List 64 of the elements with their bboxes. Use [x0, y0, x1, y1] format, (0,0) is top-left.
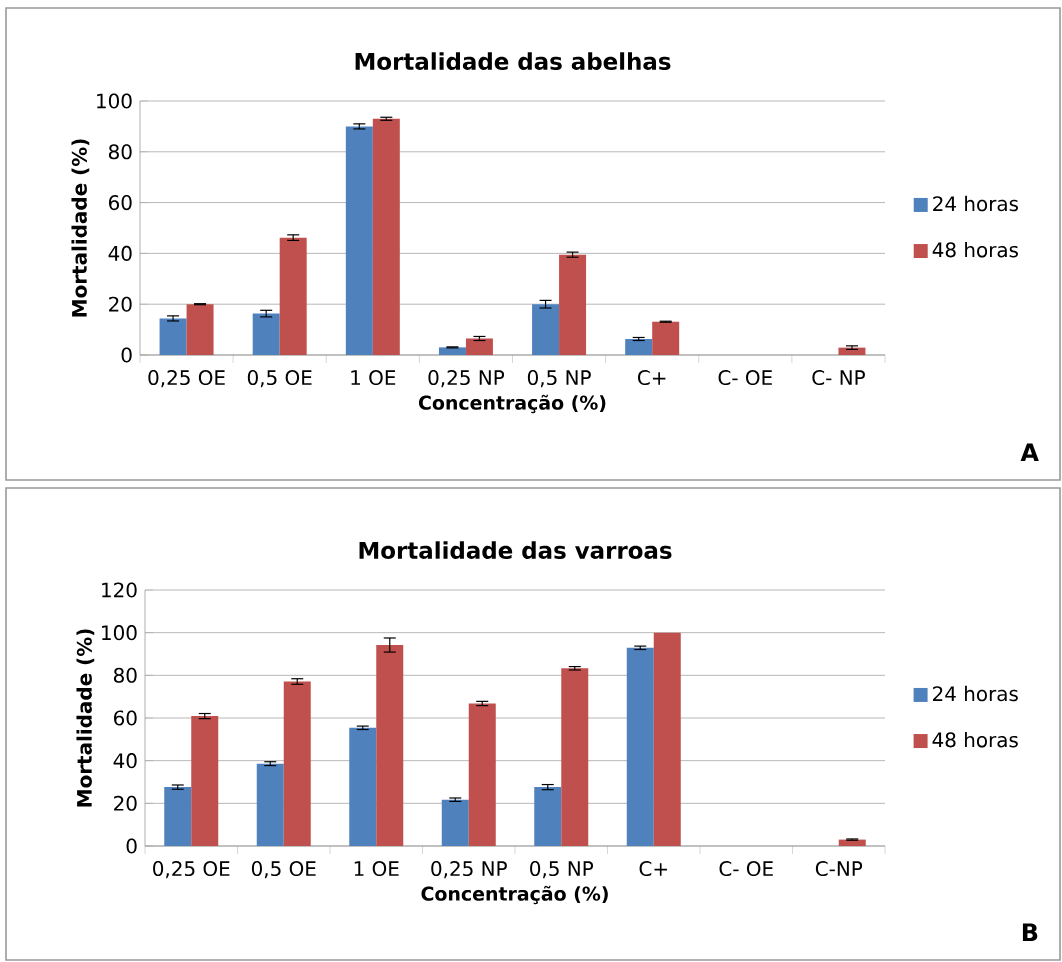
y-axis-title: Mortalidade (%) [76, 629, 95, 807]
x-tick-label: C- NP [812, 370, 865, 386]
y-tick-label: 20 [114, 795, 137, 811]
bar [465, 338, 493, 355]
bar [376, 645, 404, 846]
chart-title: Mortalidade das abelhas [355, 52, 671, 70]
y-tick-label: 60 [114, 710, 137, 726]
x-tick-label: 0,5 NP [530, 861, 594, 879]
y-tick-label: 80 [113, 667, 137, 683]
y-tick-label: 0 [126, 838, 137, 854]
bar [653, 632, 681, 846]
text: A [1020, 443, 1039, 461]
text: B [1022, 923, 1038, 941]
legend-label: 48 horas [932, 241, 1019, 258]
bar [186, 304, 214, 355]
bar [279, 237, 307, 355]
y-tick-label: 100 [102, 625, 137, 641]
bar [532, 304, 560, 355]
bar [164, 787, 192, 846]
x-tick-label: C+ [638, 370, 666, 386]
y-tick-label: 0 [121, 347, 132, 363]
bar [441, 799, 469, 846]
legend-label: 24 horas [933, 195, 1019, 212]
x-tick-label: 0,5 NP [527, 370, 591, 388]
x-tick-label: 0,25 OE [153, 861, 230, 879]
legend-label: 24 horas [933, 685, 1018, 702]
bar [626, 647, 654, 846]
x-tick-label: 0,25 NP [428, 370, 505, 388]
bar [559, 254, 587, 355]
y-tick-label: 40 [113, 753, 137, 769]
y-tick-label: 20 [109, 296, 132, 312]
bar [256, 763, 284, 846]
x-axis-title: Concentração (%) [421, 885, 608, 905]
bar [345, 126, 373, 355]
bar [283, 681, 311, 846]
legend-label: 48 horas [932, 731, 1018, 748]
bar [534, 787, 562, 846]
x-tick-label: 0,5 OE [247, 370, 312, 388]
y-tick-label: 60 [109, 195, 132, 211]
y-axis-title: Mortalidade (%) [71, 139, 90, 317]
x-tick-label: 0,25 OE [148, 370, 225, 388]
x-axis-title: Concentração (%) [418, 394, 606, 414]
x-tick-label: C- OE [719, 861, 773, 877]
y-tick-label: 80 [108, 144, 132, 160]
bar [625, 338, 653, 355]
chart-title: Mortalidade das varroas [359, 541, 672, 559]
x-tick-label: 0,25 NP [431, 861, 507, 879]
x-tick-label: 1 OE [354, 861, 399, 877]
bar [252, 313, 280, 355]
bar [372, 118, 400, 355]
bar [349, 727, 377, 846]
x-tick-label: C+ [639, 861, 667, 877]
bar [468, 703, 496, 846]
bar [652, 321, 680, 355]
y-tick-label: 120 [102, 582, 137, 598]
x-tick-label: 0,5 OE [251, 861, 316, 879]
bar [561, 668, 589, 846]
bar [191, 716, 219, 846]
x-tick-label: 1 OE [351, 370, 396, 386]
y-tick-label: 40 [108, 245, 132, 261]
bar [159, 318, 187, 355]
x-tick-label: C-NP [815, 861, 863, 877]
y-tick-label: 100 [97, 93, 132, 109]
x-tick-label: C- OE [718, 370, 772, 386]
